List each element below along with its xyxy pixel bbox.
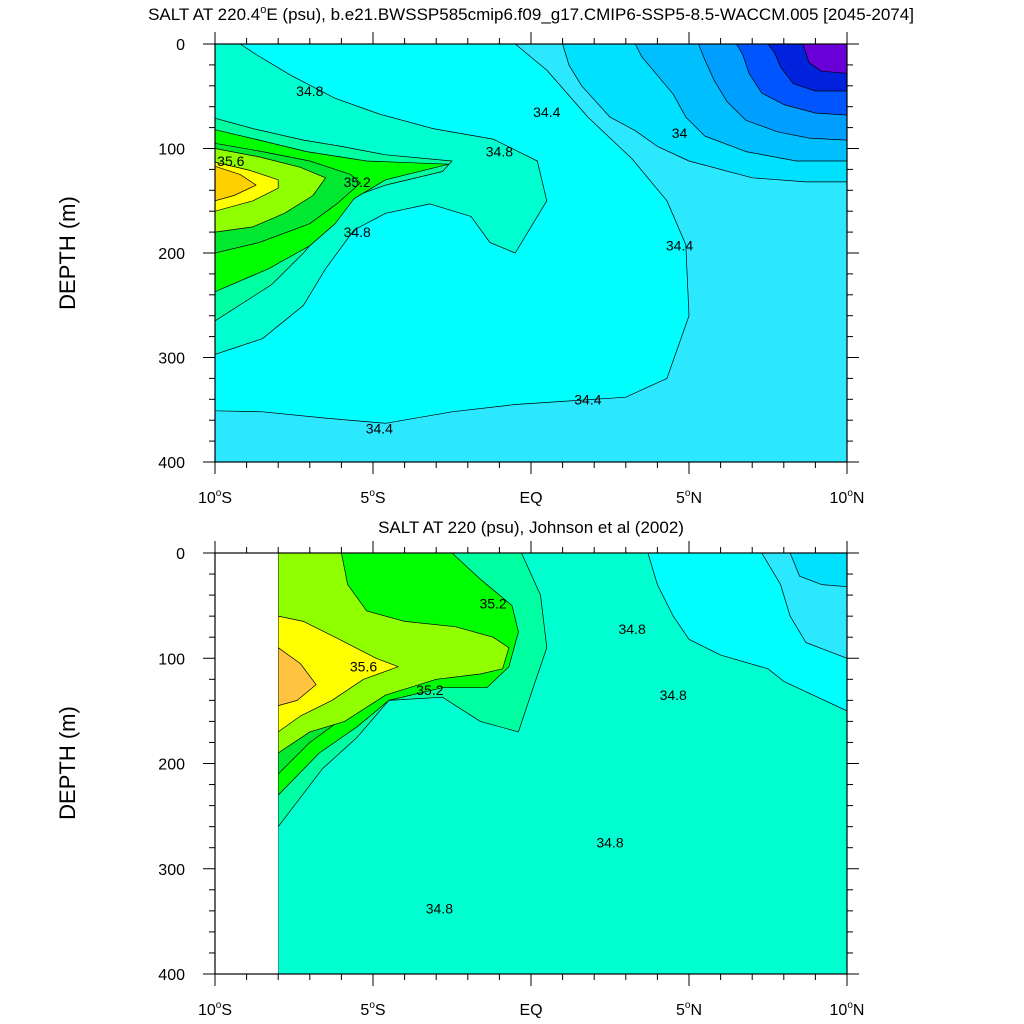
x-tick-label: 5oS: [360, 488, 385, 507]
x-tick-label: 5oN: [676, 1000, 702, 1019]
y-tick-label: 300: [158, 862, 185, 879]
contour-label: 34.8: [296, 83, 323, 99]
y-tick-label: 0: [176, 37, 185, 54]
x-tick-label: EQ: [519, 1002, 542, 1019]
contour-label: 35.2: [479, 596, 506, 612]
contour-label: 34.4: [533, 104, 560, 120]
contour-label: 34.4: [574, 391, 601, 407]
x-tick-label: 5oN: [676, 488, 702, 507]
y-axis-label: DEPTH (m): [55, 196, 80, 310]
contour-label: 34: [672, 125, 688, 141]
contour-label: 34.4: [366, 421, 393, 437]
contour-label: 34.8: [426, 901, 453, 917]
contour-label: 35.6: [350, 659, 377, 675]
y-tick-label: 0: [176, 546, 185, 563]
contour-label: 34.4: [666, 238, 693, 254]
y-tick-label: 400: [158, 455, 185, 472]
chart-panel-1: 34.8 35.6 35.2 34.8 34.8 34.4 34 34.4 34.4 34.4 0 1…: [55, 4, 914, 507]
x-tick-label: 10oN: [830, 488, 865, 507]
contour-label: 35.6: [217, 153, 244, 169]
contour-region: [215, 44, 548, 355]
y-tick-label: 100: [158, 651, 185, 668]
chart-panel-2: 35.2 35.6 35.2 34.8 34.8 34.8 34.8 0 100 200 300 40…: [55, 518, 864, 1019]
contour-label: 35.2: [344, 174, 371, 190]
x-tick-label: EQ: [519, 490, 542, 507]
contour-label: 34.8: [596, 834, 623, 850]
contour-region: [789, 553, 847, 588]
contour-region: [802, 44, 847, 74]
chart-title: SALT AT 220.4oE (psu), b.e21.BWSSP585cmi…: [148, 4, 914, 24]
contour-label: 35.2: [416, 682, 443, 698]
plot-area: 35.2 35.6 35.2 34.8 34.8 34.8 34.8: [278, 553, 847, 974]
y-tick-label: 100: [158, 142, 185, 159]
x-tick-label: 5oS: [360, 1000, 385, 1019]
y-tick-label: 400: [158, 967, 185, 984]
x-tick-label: 10oN: [830, 1000, 865, 1019]
plot-area: 34.8 35.6 35.2 34.8 34.8 34.4 34 34.4 34.4 34.4: [215, 44, 847, 462]
chart-title: SALT AT 220 (psu), Johnson et al (2002): [378, 518, 684, 537]
contour-region: [278, 553, 510, 754]
y-axis-label: DEPTH (m): [55, 706, 80, 820]
contour-region: [278, 647, 317, 706]
y-tick-label: 200: [158, 757, 185, 774]
contour-label: 34.8: [486, 144, 513, 160]
contour-region: [278, 615, 399, 733]
x-tick-label: 10oS: [198, 488, 232, 507]
y-tick-label: 300: [158, 351, 185, 368]
x-tick-label: 10oS: [198, 1000, 232, 1019]
contour-label: 34.8: [660, 687, 687, 703]
contour-label: 34.8: [618, 621, 645, 637]
y-tick-label: 200: [158, 246, 185, 263]
contour-label: 34.8: [344, 224, 371, 240]
contour-region: [215, 165, 257, 202]
